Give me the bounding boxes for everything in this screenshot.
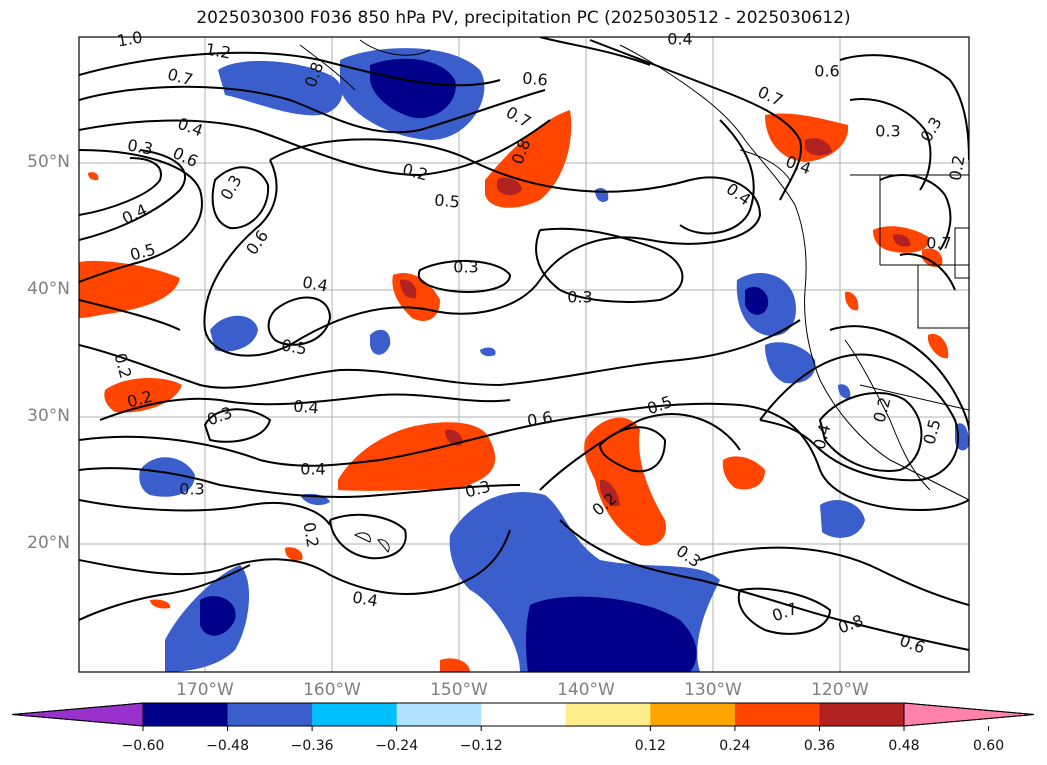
colorbar-tick-label: 0.24	[719, 738, 751, 754]
colorbar-tick-label: −0.48	[206, 738, 249, 754]
lon-label-170w: 170°W	[176, 680, 234, 700]
colorbar-tick-label: −0.12	[459, 738, 503, 754]
colorbar-tick-label: 0.48	[888, 738, 920, 754]
contour-label: 0.2	[945, 154, 968, 182]
contour-label: 0.3	[179, 480, 204, 499]
colorbar-tick-label: 0.36	[803, 738, 836, 754]
coastlines	[299, 39, 969, 553]
colorbar-segment	[819, 703, 905, 726]
lat-label-50n: 50°N	[27, 152, 70, 172]
contour-label: 0.4	[293, 396, 320, 417]
negative-precip-areas	[139, 48, 969, 672]
colorbar-extend-low	[11, 702, 144, 727]
contour-label: 0.5	[280, 335, 308, 358]
colorbar-segment	[312, 703, 398, 726]
colorbar-tick-label: −0.60	[121, 738, 165, 754]
pv-contours	[79, 37, 969, 651]
colorbar-tick-label: 0.12	[634, 738, 666, 754]
contour-label: 0.4	[301, 272, 329, 295]
contour-label: 0.4	[351, 587, 379, 610]
contour-label: 0.3	[126, 135, 154, 158]
lon-label-140w: 140°W	[557, 680, 615, 700]
contour-label: 1.0	[116, 27, 144, 50]
colorbar-tick-label: 0.60	[972, 738, 1005, 754]
colorbar-segment	[481, 703, 567, 726]
contour-label: 1.2	[204, 39, 232, 62]
lat-label-40n: 40°N	[27, 279, 70, 299]
colorbar-extend-high	[903, 702, 1035, 727]
contour-label: 0.3	[875, 122, 900, 141]
contour-label: 0.3	[453, 258, 478, 277]
positive-precip-areas	[79, 110, 949, 672]
contour-label: 0.6	[526, 407, 554, 430]
figure-title: 2025030300 F036 850 hPa PV, precipitatio…	[196, 8, 851, 28]
lat-label-30n: 30°N	[27, 406, 70, 426]
lat-label-20n: 20°N	[27, 533, 70, 553]
colorbar-segment	[396, 703, 482, 726]
contour-label: 0.4	[667, 30, 692, 49]
contour-label: 0.2	[299, 521, 322, 549]
contour-label: 0.5	[434, 190, 461, 211]
contour-label: 0.3	[567, 288, 592, 307]
colorbar-tick-label: −0.36	[290, 738, 334, 754]
contour-label: 0.6	[522, 68, 549, 89]
contour-label: 0.7	[926, 234, 951, 253]
contour-label: 0.6	[814, 62, 839, 81]
contour-label: 0.4	[300, 460, 325, 479]
colorbar-segment	[143, 703, 229, 726]
colorbar-tick-label: −0.24	[375, 738, 419, 754]
colorbar-segment	[565, 703, 651, 726]
lon-label-150w: 150°W	[430, 680, 488, 700]
colorbar-segment	[227, 703, 313, 726]
colorbar-segment	[734, 703, 820, 726]
lon-label-160w: 160°W	[303, 680, 361, 700]
colorbar-segment	[650, 703, 736, 726]
lon-label-130w: 130°W	[684, 680, 742, 700]
lon-label-120w: 120°W	[811, 680, 869, 700]
